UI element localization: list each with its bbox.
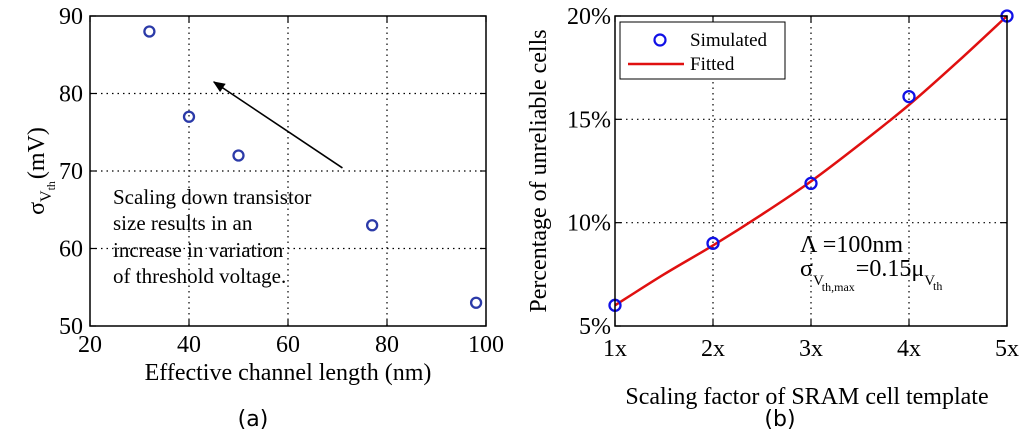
chart-b-data-point xyxy=(804,176,818,191)
chart-b-ytick-label: 10% xyxy=(567,211,611,237)
chart-b-grid xyxy=(615,16,1007,326)
chart-b-caption: (b) xyxy=(764,407,795,432)
chart-a-data-point xyxy=(143,25,156,38)
chart-a-annotation-line-1: Scaling down transistor xyxy=(113,185,311,209)
chart-a-xtick-label: 80 xyxy=(375,332,399,358)
chart-a-ylabel-sub-v: V xyxy=(38,190,55,202)
chart-b-annotation-mu-sub-th: th xyxy=(933,279,942,293)
chart-a-ytick-label: 80 xyxy=(59,82,83,108)
chart-a-data-point xyxy=(365,219,379,232)
chart-a-data-point xyxy=(182,110,196,123)
chart-b-ytick-label: 15% xyxy=(567,107,611,133)
chart-a-caption: (a) xyxy=(238,407,269,432)
chart-b-data-point xyxy=(706,236,720,250)
chart-a-ylabel-units: (mV) xyxy=(24,127,50,179)
chart-a-ytick-label: 60 xyxy=(59,237,83,263)
chart-a-ylabel-sigma: σ xyxy=(24,202,50,215)
chart-b-fitted-line xyxy=(614,15,1008,307)
chart-b-legend-box xyxy=(619,21,786,80)
chart-b-ticks: 1x 2x 3x 4x 5x 5% 10% 15% 20% xyxy=(567,4,1019,362)
chart-a-points xyxy=(143,25,483,309)
chart-b-annotation-sub-v: V xyxy=(813,273,824,289)
chart-a-data-point xyxy=(469,296,483,309)
chart-a-xtick-label: 40 xyxy=(177,332,201,358)
chart-b-annotation-sub-thmax: th,max xyxy=(822,280,855,294)
chart-a-ytick-label: 90 xyxy=(59,4,83,30)
chart-a-annotation-arrow xyxy=(212,81,343,169)
chart-b-annotation-eq: =0.15μ xyxy=(856,256,924,282)
chart-a-annotation-line-4: of threshold voltage. xyxy=(113,264,286,288)
chart-b: 1x 2x 3x 4x 5x 5% 10% 15% 20% Simulated Fitted Λ… xyxy=(526,4,1019,432)
chart-b-annotation-sigma-eq: σVth,max=0.15μVth xyxy=(800,256,942,294)
chart-b-data-point xyxy=(902,89,916,104)
chart-a-xtick-label: 100 xyxy=(468,332,504,358)
chart-a-ticks: 20 40 60 80 100 50 60 70 80 90 xyxy=(59,4,504,358)
chart-b-legend: Simulated Fitted xyxy=(619,21,786,80)
chart-b-xtick-label: 3x xyxy=(799,336,823,362)
chart-a-xlabel: Effective channel length (nm) xyxy=(145,360,432,386)
chart-a-xtick-label: 20 xyxy=(78,332,102,358)
chart-a-annotation-line-3: increase in variation xyxy=(113,238,284,262)
chart-b-annotation-mu-sub-v: V xyxy=(924,273,935,289)
chart-a-annotation-line-2: size results in an xyxy=(113,211,253,235)
chart-a-ylabel-sub-th: th xyxy=(44,181,58,190)
chart-a: 20 40 60 80 100 50 60 70 80 90 Scaling down trans… xyxy=(24,4,504,432)
chart-a-ytick-label: 70 xyxy=(59,159,83,185)
chart-b-ytick-label: 20% xyxy=(567,4,611,30)
chart-b-xlabel: Scaling factor of SRAM cell template xyxy=(625,384,988,410)
chart-b-xtick-label: 5x xyxy=(995,336,1019,362)
chart-b-annotation-sigma: σ xyxy=(800,256,813,282)
chart-b-ylabel: Percentage of unreliable cells xyxy=(526,29,552,312)
chart-a-ytick-label: 50 xyxy=(59,314,83,340)
chart-a-ylabel: σVth (mV) xyxy=(24,127,58,215)
chart-b-xtick-label: 1x xyxy=(603,336,627,362)
chart-a-xtick-label: 60 xyxy=(276,332,300,358)
chart-b-xtick-label: 2x xyxy=(701,336,725,362)
chart-b-legend-simulated-label: Simulated xyxy=(690,30,768,51)
chart-b-legend-fitted-label: Fitted xyxy=(690,54,735,75)
chart-a-data-point xyxy=(232,149,245,162)
chart-b-legend-simulated-marker xyxy=(653,33,667,47)
chart-b-annotation-lambda: Λ =100nm xyxy=(800,232,903,258)
chart-b-ytick-label: 5% xyxy=(579,314,611,340)
chart-b-xtick-label: 4x xyxy=(897,336,921,362)
chart-a-grid xyxy=(90,16,486,326)
